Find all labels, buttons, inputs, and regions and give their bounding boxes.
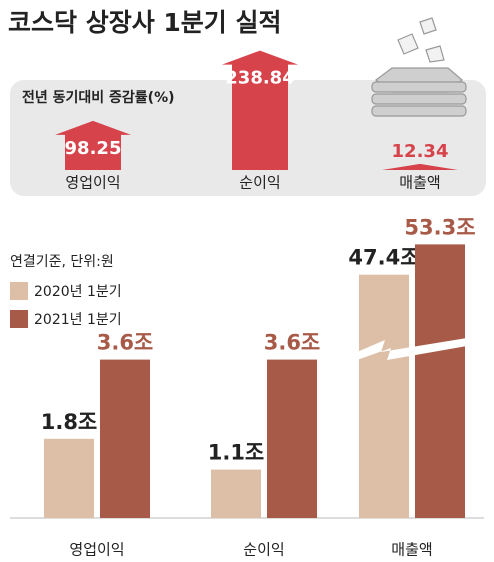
value-label: 98.25 [65,138,122,159]
bar [359,274,409,518]
bar [415,244,465,519]
value-label: 238.84 [225,68,294,89]
category-label: 매출액 [399,174,440,192]
category-label: 순이익 [243,541,284,559]
arrow-bar [382,163,458,170]
arrow-bar [222,50,298,170]
category-label: 순이익 [239,174,280,192]
value-label: 53.3조 [404,215,475,239]
legend-swatch [10,282,28,300]
value-label: 3.6조 [264,331,321,355]
arrow-bar [55,120,131,170]
chart-title: 코스닥 상장사 1분기 실적 [8,8,282,37]
legend-label: 2020년 1분기 [34,284,122,300]
legend-title: 연결기준, 단위:원 [10,254,114,270]
coins-icon [371,17,467,117]
bar [267,359,317,518]
category-label: 매출액 [391,541,432,559]
bar [44,438,94,518]
legend-label: 2021년 1분기 [34,312,122,328]
value-label: 1.1조 [208,441,265,465]
value-label: 12.34 [392,141,449,162]
value-label: 47.4조 [348,246,419,270]
category-label: 영업이익 [65,174,120,192]
category-label: 영업이익 [69,541,124,559]
bar [100,359,150,518]
axis-break [357,338,467,360]
panel-title: 전년 동기대비 증감률(%) [22,89,175,106]
value-label: 3.6조 [97,331,154,355]
value-label: 1.8조 [41,410,98,434]
bar [211,469,261,518]
legend-swatch [10,310,28,328]
